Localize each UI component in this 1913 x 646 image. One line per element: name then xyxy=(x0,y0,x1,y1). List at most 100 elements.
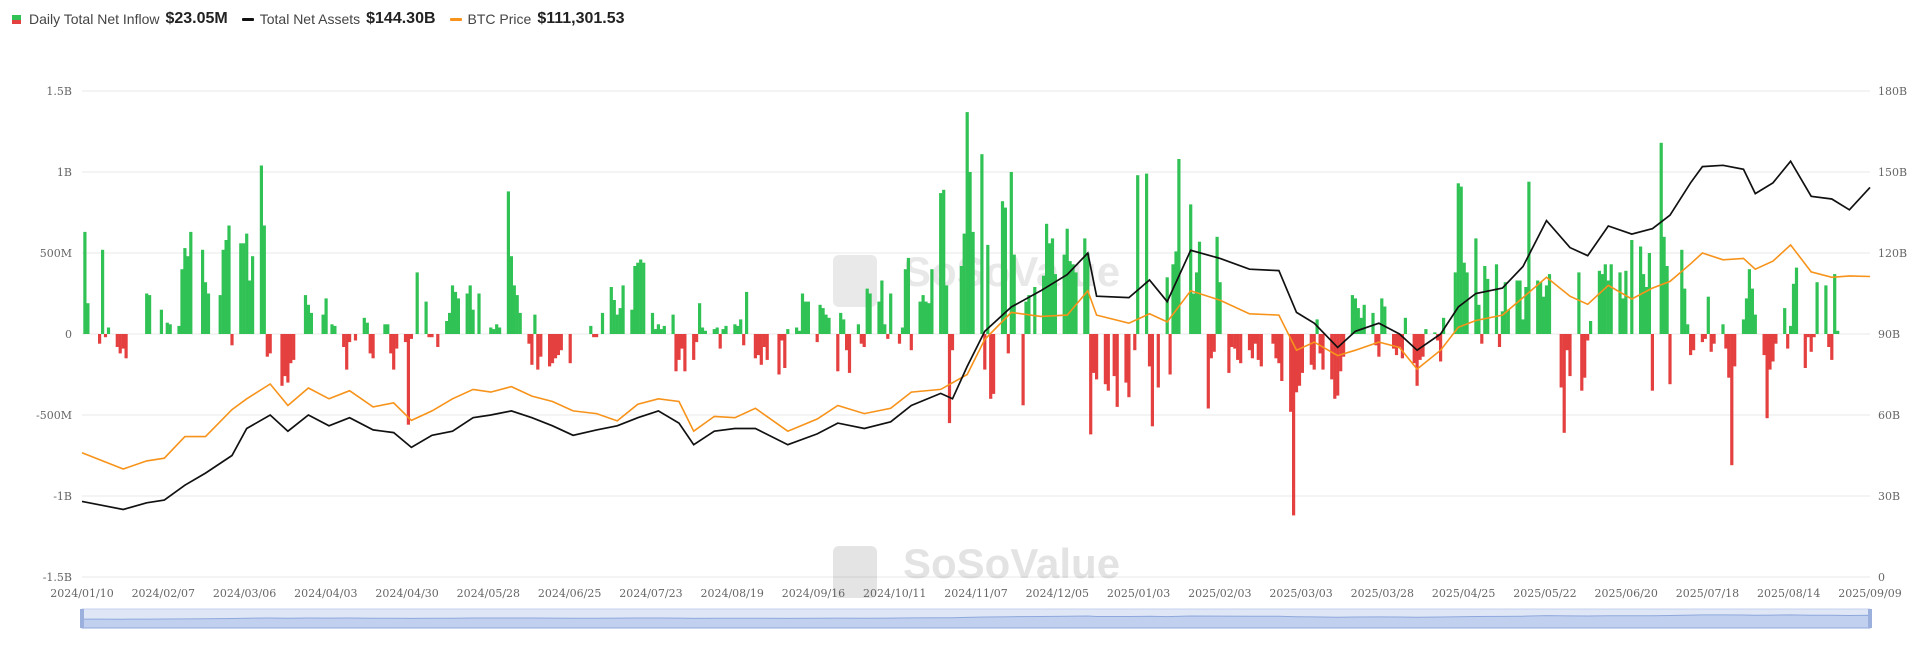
inflow-bar xyxy=(1439,334,1443,362)
legend-item-assets[interactable]: Total Net Assets $144.30B xyxy=(241,10,436,28)
navigator-right-handle[interactable] xyxy=(1868,609,1872,628)
inflow-bar xyxy=(1136,175,1140,334)
inflow-bar xyxy=(650,312,655,334)
inflow-bar xyxy=(1827,334,1831,347)
inflow-bar xyxy=(1544,285,1549,334)
inflow-bar xyxy=(1647,253,1651,334)
inflow-bar xyxy=(1762,334,1766,356)
inflow-bar xyxy=(1539,282,1543,334)
inflow-bar xyxy=(659,329,663,334)
inflow-bar xyxy=(1359,317,1363,334)
inflow-bar xyxy=(1465,272,1469,334)
legend-btc-value: $111,301.53 xyxy=(537,10,625,27)
range-navigator[interactable] xyxy=(80,608,1872,629)
inflow-bar xyxy=(1021,334,1025,406)
inflow-bar xyxy=(1659,142,1663,334)
inflow-bar xyxy=(1233,334,1237,349)
inflow-bar xyxy=(1765,334,1769,419)
inflow-bar xyxy=(824,314,828,334)
inflow-bar xyxy=(642,262,646,334)
inflow-bar xyxy=(818,304,822,334)
inflow-bar xyxy=(862,334,866,347)
inflow-bar xyxy=(424,301,428,334)
inflow-bar xyxy=(365,322,369,334)
inflow-bar xyxy=(1230,334,1234,347)
inflow-bar xyxy=(1806,334,1810,338)
grid-lines xyxy=(82,90,1870,578)
inflow-bar xyxy=(636,262,640,334)
inflow-legend-icon xyxy=(12,14,21,24)
inflow-bar xyxy=(1442,317,1446,334)
inflow-bar xyxy=(1618,272,1622,334)
inflow-bar xyxy=(839,312,843,334)
inflow-bar xyxy=(477,293,481,334)
inflow-bar xyxy=(1662,236,1666,334)
inflow-bar xyxy=(1274,334,1278,359)
inflow-bar xyxy=(1791,283,1796,334)
inflow-bar xyxy=(1815,282,1819,334)
inflow-bar xyxy=(1292,334,1296,516)
inflow-bar xyxy=(548,334,552,367)
inflow-bar xyxy=(1150,334,1154,427)
y-left-tick-label: 1.5B xyxy=(46,85,72,98)
inflow-bar xyxy=(703,330,707,334)
inflow-bar xyxy=(406,334,410,425)
inflow-bar xyxy=(124,334,128,359)
inflow-bar xyxy=(897,334,902,344)
inflow-bar xyxy=(453,291,458,334)
inflow-bar xyxy=(245,233,249,334)
inflow-bar xyxy=(1062,254,1066,334)
inflow-bar xyxy=(1253,334,1257,344)
inflow-bar xyxy=(1518,280,1522,334)
inflow-bar xyxy=(780,334,784,341)
inflow-bar xyxy=(1227,334,1231,373)
legend-item-btc[interactable]: BTC Price $111,301.53 xyxy=(449,10,625,28)
inflow-bar xyxy=(1156,334,1160,388)
inflow-bar xyxy=(633,266,637,334)
inflow-bar xyxy=(515,295,519,334)
x-tick-label: 2025/08/14 xyxy=(1757,587,1820,600)
inflow-bar xyxy=(1000,201,1005,334)
inflow-bar xyxy=(1271,334,1275,344)
x-tick-label: 2025/03/28 xyxy=(1351,587,1414,600)
x-tick-label: 2025/09/09 xyxy=(1838,587,1901,600)
inflow-bar xyxy=(677,334,681,360)
inflow-bar xyxy=(1506,309,1510,334)
inflow-bar xyxy=(1115,334,1119,407)
inflow-bar xyxy=(518,312,522,334)
inflow-bar xyxy=(589,325,593,334)
inflow-bar xyxy=(1236,334,1240,360)
inflow-bar xyxy=(1771,334,1775,362)
inflow-bar xyxy=(1127,334,1131,398)
inflow-bar xyxy=(889,293,893,334)
inflow-bar xyxy=(183,248,187,334)
inflow-bar xyxy=(556,334,560,356)
inflow-bar xyxy=(1480,334,1484,344)
inflow-bar xyxy=(1103,334,1107,385)
inflow-bar xyxy=(1415,334,1419,386)
y-left-tick-label: 500M xyxy=(40,247,72,260)
inflow-bar xyxy=(865,288,869,334)
legend-item-inflow[interactable]: Daily Total Net Inflow $23.05M xyxy=(12,10,228,28)
inflow-bar xyxy=(968,172,972,334)
watermark-logo-bottom: SoSoValue xyxy=(833,540,1120,598)
inflow-bar xyxy=(845,334,849,351)
inflow-bar xyxy=(1783,308,1787,334)
inflow-bar xyxy=(1400,334,1404,359)
inflow-bar xyxy=(189,231,193,334)
inflow-bar xyxy=(1436,334,1440,341)
inflow-bar xyxy=(1047,243,1052,334)
inflow-bar xyxy=(492,329,496,334)
inflow-bar xyxy=(1527,181,1531,334)
inflow-bar xyxy=(800,293,805,334)
chart-legend: Daily Total Net Inflow $23.05M Total Net… xyxy=(12,9,639,29)
inflow-bar xyxy=(1547,274,1552,334)
inflow-bar xyxy=(1095,334,1099,380)
navigator-left-handle[interactable] xyxy=(80,609,84,628)
btc-legend-icon xyxy=(449,17,462,21)
inflow-bar xyxy=(656,324,660,334)
inflow-bar xyxy=(1089,334,1093,435)
inflow-bar xyxy=(1515,280,1519,334)
inflow-bar xyxy=(786,329,790,334)
